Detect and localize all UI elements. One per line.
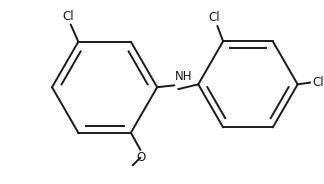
Text: NH: NH <box>175 70 193 83</box>
Text: Cl: Cl <box>312 76 324 89</box>
Text: Cl: Cl <box>209 11 220 24</box>
Text: O: O <box>137 151 146 164</box>
Text: Cl: Cl <box>62 10 74 23</box>
